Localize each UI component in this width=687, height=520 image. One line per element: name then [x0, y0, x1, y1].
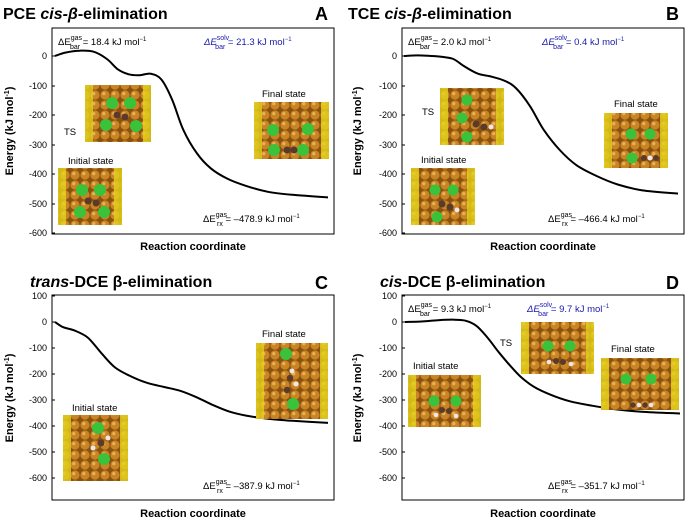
- reaction-energy-label: ΔEgas rx = –387.9 kJ mol−1: [203, 479, 300, 495]
- panel-letter: B: [666, 4, 679, 24]
- barrier-gas-label: ΔEgas bar = 18.4 kJ mol−1: [58, 35, 147, 51]
- panel-title: trans-DCE β-elimination: [30, 274, 212, 291]
- final-structure-image: [604, 113, 668, 168]
- y-tick-label: -400: [29, 169, 47, 179]
- ts-label: TS: [500, 338, 512, 349]
- panel-title: TCE cis-β-elimination: [348, 6, 512, 23]
- y-tick-label: 0: [42, 51, 47, 61]
- energy-curve: [404, 318, 681, 415]
- plot-frame: [51, 294, 335, 501]
- panel-letter: A: [315, 4, 328, 24]
- plot-frame: [401, 27, 685, 235]
- x-axis-label: Reaction coordinate: [140, 508, 246, 520]
- initial-structure-image: [63, 415, 128, 481]
- panel-title: PCE cis-β-elimination: [3, 6, 168, 23]
- initial-state-label: Initial state: [72, 403, 117, 414]
- y-tick-label: -100: [29, 81, 47, 91]
- y-tick-label: 100: [382, 291, 397, 301]
- barrier-solv-label: ΔEsolv bar = 9.7 kJ mol−1: [526, 302, 610, 318]
- final-state-label: Final state: [611, 344, 655, 355]
- y-tick-label: -300: [29, 395, 47, 405]
- y-ticks: 100 0 -100 -200 -300 -400 -500 -600: [379, 291, 405, 483]
- final-state-label: Final state: [262, 329, 306, 340]
- y-tick-label: -300: [379, 140, 397, 150]
- y-tick-label: -100: [29, 343, 47, 353]
- ts-label: TS: [64, 127, 76, 138]
- panel-a: PCE cis-β-elimination A 0 -100 -200 -300…: [3, 4, 335, 253]
- initial-state-label: Initial state: [421, 155, 466, 166]
- barrier-gas-label: ΔEgas bar = 2.0 kJ mol−1: [408, 35, 492, 51]
- energy-curve: [54, 49, 329, 199]
- energy-curve: [403, 54, 679, 195]
- ts-structure-image: [521, 322, 594, 374]
- final-state-label: Final state: [262, 89, 306, 100]
- x-axis-label: Reaction coordinate: [490, 508, 596, 520]
- y-tick-label: -600: [379, 228, 397, 238]
- final-structure-image: [256, 343, 328, 419]
- y-tick-label: -400: [379, 421, 397, 431]
- energy-curve: [54, 321, 329, 424]
- reaction-energy-label: ΔEgas rx = –478.9 kJ mol−1: [203, 212, 300, 228]
- final-structure-image: [601, 358, 679, 410]
- panel-b: TCE cis-β-elimination B 0 -100 -200 -300…: [348, 4, 685, 253]
- panel-c: trans-DCE β-elimination C 100 0 -100 -20…: [4, 273, 335, 520]
- y-tick-label: 0: [392, 51, 397, 61]
- y-tick-label: -200: [379, 110, 397, 120]
- initial-state-label: Initial state: [68, 156, 113, 167]
- y-axis-label: Energy (kJ mol-1): [4, 86, 16, 175]
- x-axis-label: Reaction coordinate: [140, 241, 246, 253]
- panel-letter: C: [315, 273, 328, 293]
- y-axis-label: Energy (kJ mol-1): [352, 86, 364, 175]
- initial-structure-image: [411, 168, 475, 225]
- initial-structure-image: [408, 375, 481, 427]
- y-tick-label: -600: [379, 473, 397, 483]
- final-state-label: Final state: [614, 99, 658, 110]
- y-tick-label: -600: [29, 473, 47, 483]
- barrier-solv-label: ΔEsolv bar = 21.3 kJ mol−1: [203, 35, 292, 51]
- y-axis-label: Energy (kJ mol-1): [352, 353, 364, 442]
- y-axis-label: Energy (kJ mol-1): [4, 353, 16, 442]
- y-tick-label: -500: [379, 447, 397, 457]
- y-tick-label: -300: [379, 395, 397, 405]
- reaction-energy-label: ΔEgas rx = –466.4 kJ mol−1: [548, 212, 645, 228]
- panel-d: cis-DCE β-elimination D 100 0 -100 -200 …: [352, 273, 685, 520]
- y-ticks: 0 -100 -200 -300 -400 -500 -600: [29, 51, 55, 238]
- y-tick-label: 100: [32, 291, 47, 301]
- y-tick-label: 0: [42, 317, 47, 327]
- y-tick-label: -100: [379, 343, 397, 353]
- ts-structure-image: [440, 88, 504, 145]
- y-tick-label: -300: [29, 140, 47, 150]
- initial-state-label: Initial state: [413, 361, 458, 372]
- reaction-energy-label: ΔEgas rx = –351.7 kJ mol−1: [548, 479, 645, 495]
- initial-structure-image: [58, 168, 122, 225]
- y-tick-label: 0: [392, 317, 397, 327]
- y-tick-label: -600: [29, 228, 47, 238]
- panel-title: cis-DCE β-elimination: [380, 274, 545, 291]
- y-tick-label: -500: [379, 199, 397, 209]
- y-tick-label: -400: [29, 421, 47, 431]
- y-tick-label: -500: [29, 199, 47, 209]
- plot-frame: [51, 27, 335, 235]
- barrier-gas-label: ΔEgas bar = 9.3 kJ mol−1: [408, 302, 492, 318]
- x-axis-label: Reaction coordinate: [490, 241, 596, 253]
- y-tick-label: -200: [29, 369, 47, 379]
- panel-letter: D: [666, 273, 679, 293]
- y-tick-label: -400: [379, 169, 397, 179]
- y-tick-label: -100: [379, 81, 397, 91]
- y-tick-label: -200: [379, 369, 397, 379]
- barrier-solv-label: ΔEsolv bar = 0.4 kJ mol−1: [541, 35, 625, 51]
- y-tick-label: -200: [29, 110, 47, 120]
- y-ticks: 100 0 -100 -200 -300 -400 -500 -600: [29, 291, 55, 483]
- plot-frame: [401, 294, 685, 501]
- y-tick-label: -500: [29, 447, 47, 457]
- y-ticks: 0 -100 -200 -300 -400 -500 -600: [379, 51, 405, 238]
- ts-structure-image: [85, 85, 151, 142]
- final-structure-image: [254, 102, 329, 159]
- ts-label: TS: [422, 107, 434, 118]
